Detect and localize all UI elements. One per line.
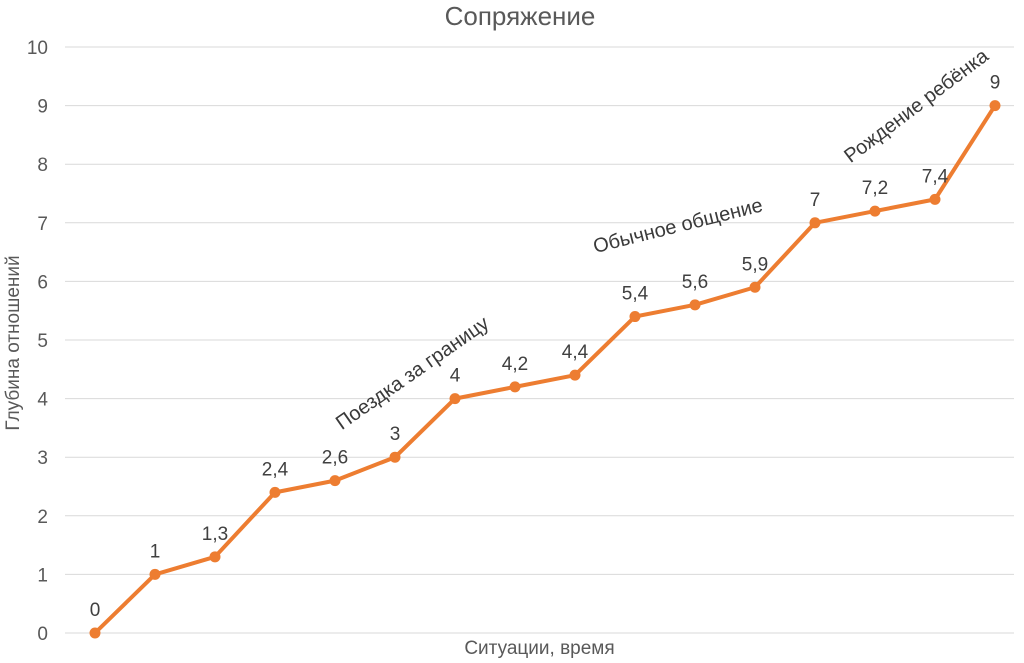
chart-title: Сопряжение xyxy=(444,1,596,31)
data-point-marker xyxy=(149,568,161,580)
data-point-marker xyxy=(449,393,461,405)
series-line xyxy=(93,103,997,635)
data-point-label: 3 xyxy=(390,424,401,445)
data-point-label: 1 xyxy=(150,541,161,562)
data-point-marker xyxy=(809,217,821,229)
data-point-label: 1,3 xyxy=(202,524,228,545)
data-point-label: 4,4 xyxy=(562,342,589,363)
data-point-marker xyxy=(629,311,641,323)
data-point-marker xyxy=(569,369,581,381)
data-point-marker xyxy=(689,299,701,311)
data-point-label: 0 xyxy=(90,600,101,621)
data-point-marker xyxy=(869,205,881,217)
data-point-marker xyxy=(329,475,341,487)
data-point-label: 4 xyxy=(450,366,461,387)
data-point-marker xyxy=(389,451,401,463)
data-point-label: 4,2 xyxy=(502,354,528,375)
data-point-marker xyxy=(929,193,941,205)
data-point-marker xyxy=(749,281,761,293)
data-point-label: 5,6 xyxy=(682,272,708,293)
data-point-marker xyxy=(989,100,1001,112)
data-point-marker xyxy=(209,551,221,563)
data-point-label: 5,9 xyxy=(742,254,768,275)
annotation-label: Обычное общение xyxy=(591,194,765,257)
y-tick-label: 7 xyxy=(37,214,48,235)
data-point-label: 2,4 xyxy=(262,459,289,480)
data-point-label: 7,4 xyxy=(922,166,949,187)
data-point-label: 7 xyxy=(810,190,821,211)
data-point-label: 2,6 xyxy=(322,448,348,469)
x-axis-title: Ситуации, время xyxy=(464,638,615,659)
data-point-label: 7,2 xyxy=(862,178,888,199)
y-tick-label: 10 xyxy=(27,38,48,59)
data-point-label: 5,4 xyxy=(622,284,649,305)
data-point-marker xyxy=(509,381,521,393)
y-tick-label: 4 xyxy=(37,390,48,411)
y-tick-label: 2 xyxy=(37,507,48,528)
y-tick-label: 9 xyxy=(37,97,48,118)
data-point-marker xyxy=(89,627,101,639)
y-tick-label: 0 xyxy=(37,624,48,645)
y-tick-label: 1 xyxy=(37,565,48,586)
data-point-label: 9 xyxy=(990,73,1001,94)
data-point-marker xyxy=(269,486,281,498)
annotation-label: Поездка за границу xyxy=(332,312,493,434)
y-tick-label: 6 xyxy=(37,272,48,293)
y-tick-label: 8 xyxy=(37,155,48,176)
y-tick-label: 5 xyxy=(37,331,48,352)
y-tick-label: 3 xyxy=(37,448,48,469)
